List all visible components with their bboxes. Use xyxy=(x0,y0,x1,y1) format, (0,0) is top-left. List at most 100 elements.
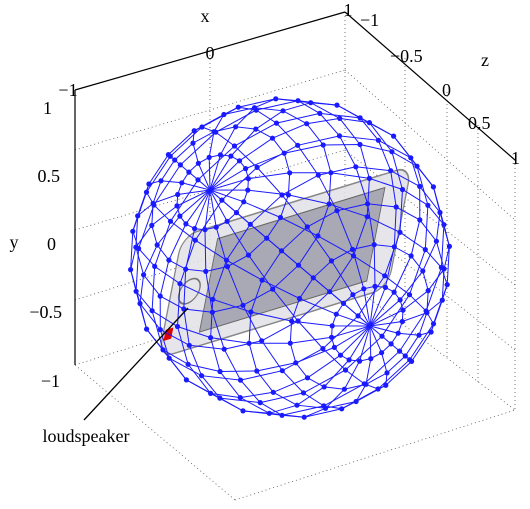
grid-point xyxy=(388,168,394,174)
grid-point xyxy=(257,400,263,406)
grid-point xyxy=(246,340,252,346)
grid-point xyxy=(391,133,397,139)
grid-point xyxy=(388,341,394,347)
grid-point xyxy=(206,154,212,160)
grid-point xyxy=(346,357,352,363)
grid-point xyxy=(243,166,249,172)
grid-point xyxy=(266,410,272,416)
grid-point xyxy=(425,288,431,294)
grid-point xyxy=(195,160,201,166)
grid-point xyxy=(382,273,388,279)
grid-point xyxy=(433,238,439,244)
grid-point xyxy=(399,318,405,325)
grid-point xyxy=(294,402,300,408)
grid-point xyxy=(397,297,403,303)
grid-point xyxy=(379,350,385,356)
grid-point xyxy=(295,142,301,148)
grid-point xyxy=(329,323,335,329)
grid-point xyxy=(177,213,183,219)
grid-point xyxy=(192,226,198,232)
grid-point xyxy=(372,283,378,289)
grid-point xyxy=(361,286,367,292)
grid-point xyxy=(329,334,335,340)
x-tick-label: 1 xyxy=(344,0,353,20)
grid-point xyxy=(391,289,397,295)
grid-point xyxy=(357,141,363,148)
grid-point xyxy=(417,183,423,189)
grid-point xyxy=(270,286,276,292)
grid-point xyxy=(406,292,413,298)
grid-point xyxy=(322,405,329,411)
grid-point xyxy=(269,135,276,141)
grid-point xyxy=(172,157,178,163)
grid-point xyxy=(321,384,327,390)
grid-point xyxy=(130,228,136,234)
grid-point xyxy=(136,245,142,252)
annotation: loudspeaker xyxy=(43,426,130,446)
grid-point xyxy=(289,318,295,324)
grid-point xyxy=(397,229,403,235)
grid-point xyxy=(208,335,214,341)
grid-point xyxy=(363,381,369,387)
y-tick-label: 0.5 xyxy=(38,166,61,186)
grid-point xyxy=(237,395,243,401)
grid-point xyxy=(223,257,230,263)
grid-point xyxy=(190,140,196,146)
grid-point xyxy=(219,197,225,203)
grid-point xyxy=(259,277,265,283)
grid-point xyxy=(337,352,344,358)
grid-point xyxy=(279,412,285,418)
grid-point xyxy=(366,175,372,181)
grid-point xyxy=(167,218,174,224)
grid-point xyxy=(177,162,183,168)
grid-point xyxy=(328,258,335,264)
grid-point xyxy=(233,210,240,216)
grid-point xyxy=(364,214,370,220)
grid-point xyxy=(186,169,192,175)
grid-point xyxy=(428,329,434,335)
x-axis-label: x xyxy=(201,6,210,26)
grid-point xyxy=(175,191,181,198)
grid-point xyxy=(300,390,307,396)
grid-point xyxy=(350,253,357,259)
grid-point xyxy=(277,214,284,221)
grid-point xyxy=(285,192,291,198)
grid-point xyxy=(179,180,185,186)
grid-point xyxy=(304,375,311,381)
z-tick-label: 0 xyxy=(442,80,451,100)
grid-point xyxy=(389,149,395,155)
grid-point xyxy=(259,338,265,344)
grid-point xyxy=(217,368,223,375)
grid-point xyxy=(195,177,201,183)
grid-point xyxy=(270,389,276,395)
grid-point xyxy=(402,353,408,359)
grid-point xyxy=(278,248,285,254)
grid-point xyxy=(224,264,231,270)
y-tick-label: 0 xyxy=(47,234,56,254)
grid-point xyxy=(417,217,423,223)
grid-point xyxy=(245,252,252,258)
grid-point xyxy=(236,158,243,164)
z-tick-label: −1 xyxy=(360,10,379,30)
grid-point xyxy=(437,209,443,216)
grid-point xyxy=(446,243,452,249)
grid-point xyxy=(357,115,363,121)
grid-point xyxy=(224,218,230,224)
grid-point xyxy=(439,297,445,303)
grid-point xyxy=(315,172,321,178)
annotation-arrow xyxy=(83,307,189,421)
grid-point xyxy=(247,221,253,227)
grid-point xyxy=(199,373,205,379)
grid-point xyxy=(235,104,241,110)
grid-point xyxy=(248,309,254,315)
grid-point xyxy=(400,307,406,313)
grid-point xyxy=(339,406,345,412)
y-tick-label: −1 xyxy=(41,371,60,391)
grid-point xyxy=(183,377,189,383)
grid-point xyxy=(174,203,180,209)
grid-point xyxy=(333,311,339,317)
grid-point xyxy=(368,356,374,362)
grid-point xyxy=(350,292,356,298)
grid-point xyxy=(166,257,172,263)
